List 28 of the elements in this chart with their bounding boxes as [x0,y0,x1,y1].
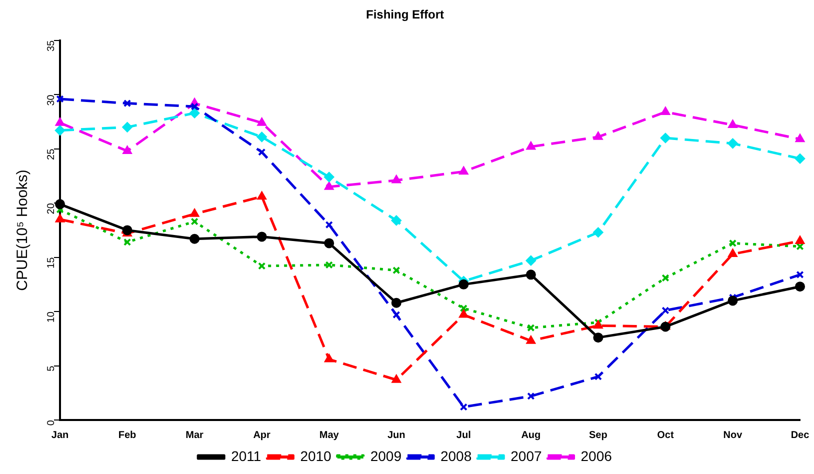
x-tick-label: Mar [186,430,204,441]
y-axis-title: CPUE(10⁵ Hooks) [14,170,32,291]
legend-label: 2011 [231,448,262,464]
legend-label: 2007 [510,448,542,464]
y-tick-label: 5 [46,365,57,372]
y-tick-label: 15 [46,256,57,268]
x-tick-label: Jan [51,430,69,441]
x-tick-label: Feb [118,430,136,441]
x-tick-label: Nov [723,430,743,441]
legend-label: 2008 [440,448,472,464]
x-tick-label: Jul [456,430,472,441]
x-tick-label: Oct [657,430,674,441]
x-tick-label: Aug [521,430,541,441]
chart-title: Fishing Effort [366,8,444,22]
x-tick-label: Apr [253,430,271,441]
legend-label: 2006 [580,448,612,464]
x-tick-label: Sep [589,430,608,441]
y-tick-label: 30 [46,94,57,106]
x-tick-label: Jun [387,430,406,441]
y-tick-label: 20 [46,202,57,214]
legend-label: 2010 [300,448,332,464]
y-tick-label: 25 [46,148,57,160]
x-tick-label: Dec [790,430,810,441]
y-tick-label: 35 [46,40,57,52]
x-tick-label: May [319,430,340,441]
y-tick-label: 0 [46,420,57,426]
legend-label: 2009 [370,448,402,464]
y-tick-label: 10 [46,311,57,323]
